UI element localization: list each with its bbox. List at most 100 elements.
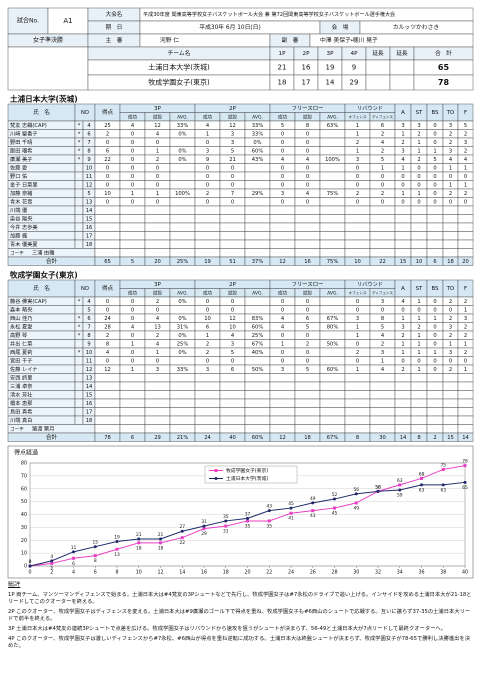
table-cell <box>219 407 246 417</box>
total-value: 8 <box>356 435 359 441</box>
stat-value: 0 <box>156 140 159 146</box>
total-value: 12 <box>279 435 286 441</box>
stat-value: 2 <box>449 131 452 137</box>
stat-value: 0 <box>417 182 420 188</box>
table-cell <box>365 59 391 76</box>
table-cell <box>119 390 146 400</box>
column-subheader: オフェンス <box>349 114 367 119</box>
data-label: 31 <box>201 519 207 525</box>
stat-value: 4 <box>206 123 210 129</box>
point <box>72 550 75 554</box>
table-cell <box>119 222 146 232</box>
stat-value: 1 <box>464 341 467 347</box>
table-cell <box>394 205 412 215</box>
stat-value: 0 <box>449 199 452 205</box>
table-cell <box>244 205 271 215</box>
table-cell <box>94 398 121 408</box>
stat-value: 1 <box>464 182 467 188</box>
stat-value: 0 <box>306 174 309 180</box>
stat-value: 8 <box>306 123 309 129</box>
starter-mark: * <box>78 148 81 154</box>
period-label: 合 計 <box>435 49 452 57</box>
label: チーム名 <box>167 49 190 57</box>
table-cell <box>244 222 271 232</box>
table-cell <box>194 390 221 400</box>
period-label: 4P <box>351 51 359 57</box>
point <box>202 527 206 531</box>
data-label: 41 <box>288 516 294 522</box>
player-name: 梵友 志織(CAP) <box>10 121 47 129</box>
stat-value: 1 <box>356 333 359 339</box>
table-cell <box>74 171 84 181</box>
stat-value: 4 <box>281 324 285 330</box>
stat-value: 0 <box>433 324 436 330</box>
table-cell <box>194 424 221 434</box>
stat-value: 0 <box>231 165 234 171</box>
table-cell <box>169 415 196 425</box>
stat-value: 0 <box>356 341 359 347</box>
player-name: 井出 仁菜 <box>10 339 32 347</box>
point <box>115 540 119 544</box>
table-cell <box>94 231 121 241</box>
table-cell <box>244 197 271 207</box>
stat-value: 0 <box>433 165 436 171</box>
stat-value: 0 <box>464 358 467 364</box>
stat-value: 0 <box>306 182 309 188</box>
stat-value: 33% <box>252 131 264 137</box>
point <box>289 511 293 515</box>
player-number: 14 <box>86 208 93 214</box>
player-number: 6 <box>87 131 90 137</box>
table-cell <box>244 214 271 224</box>
table-cell <box>244 296 271 306</box>
tournament-name: 平成30年度 関東高等学校女子バスケットボール大会 兼 第72回関東高等学校女子… <box>143 11 395 18</box>
column-header: 3P <box>154 106 161 112</box>
table-cell <box>294 415 321 425</box>
player-number: 12 <box>86 182 93 188</box>
stat-value: 1 <box>417 191 420 197</box>
stat-value: 3 <box>401 148 404 154</box>
column-subheader: 試投 <box>153 113 162 120</box>
stat-value: 5 <box>381 324 384 330</box>
player-number: 5 <box>87 191 90 197</box>
total-score: 78 <box>438 78 450 87</box>
total-value: 24 <box>204 435 211 441</box>
table-cell <box>344 407 371 417</box>
data-label: 2 <box>50 566 53 572</box>
point <box>180 536 184 540</box>
stat-value: 2 <box>417 131 420 137</box>
stat-value: 3 <box>449 123 452 129</box>
table-cell <box>119 214 146 224</box>
stat-value: 3 <box>464 140 467 146</box>
player-name: 野田 千晴 <box>10 138 32 146</box>
table-cell <box>319 214 346 224</box>
table-cell <box>413 74 474 91</box>
table-cell <box>269 231 296 241</box>
table-cell <box>394 398 412 408</box>
table-cell <box>219 222 246 232</box>
stat-value: 3 <box>356 157 359 163</box>
data-label: 45 <box>288 501 294 507</box>
table-cell <box>244 171 271 181</box>
table-cell <box>319 197 346 207</box>
table-cell <box>269 222 296 232</box>
stat-value: 1 <box>449 165 452 171</box>
coach-name: 猿渡 繁月 <box>32 424 54 432</box>
total-value: 16 <box>304 259 311 265</box>
column-subheader: 試投 <box>228 289 237 296</box>
player-name: 清水 芳壮 <box>10 390 32 398</box>
stat-value: 31% <box>177 324 189 330</box>
table-cell <box>319 129 346 139</box>
period-label: 延長 <box>396 49 408 57</box>
period-label: 1P <box>279 51 287 57</box>
table-cell <box>119 407 146 417</box>
table-cell <box>410 381 428 391</box>
table-cell <box>369 415 396 425</box>
point <box>463 464 467 468</box>
table-cell <box>389 74 415 91</box>
stat-value: 0 <box>401 358 404 364</box>
table-cell <box>244 231 271 241</box>
data-label: 31 <box>223 529 229 535</box>
stat-value: 12 <box>154 123 161 129</box>
column-subheader: ディフェンス <box>372 114 394 119</box>
table-cell <box>169 407 196 417</box>
